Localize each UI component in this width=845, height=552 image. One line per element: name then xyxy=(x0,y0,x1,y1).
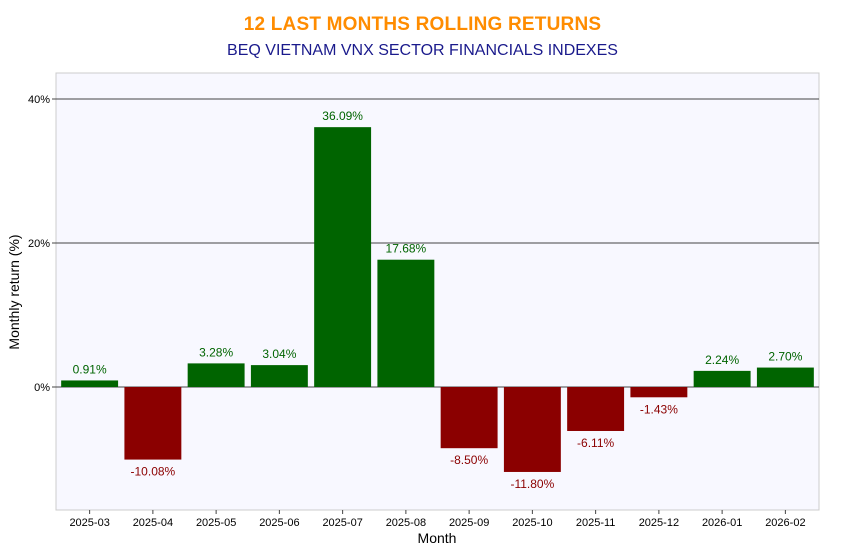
bar-2025-08 xyxy=(377,259,435,387)
bar-2025-04 xyxy=(124,387,182,460)
data-label: -10.08% xyxy=(131,465,176,479)
data-label: 3.28% xyxy=(199,345,233,359)
x-tick-label: 2025-04 xyxy=(133,517,173,529)
data-label: 36.09% xyxy=(322,109,363,123)
x-tick-label: 2025-12 xyxy=(639,517,679,529)
gridlines xyxy=(56,98,819,388)
plot-area xyxy=(55,72,820,511)
x-axis-ticks: 2025-03 2025-04 2025-05 2025-06 2025-07 2025-… xyxy=(69,510,806,529)
y-axis-ticks: 0% 20% 40% xyxy=(28,94,56,394)
data-label: 0.91% xyxy=(73,362,107,376)
data-label: 2.24% xyxy=(705,353,739,367)
x-tick-label: 2025-08 xyxy=(386,517,426,529)
data-label: 2.70% xyxy=(768,350,802,364)
value-labels: 0.91% -10.08% 3.28% 3.04% 36.09% 17.68% -8.50%… xyxy=(73,109,803,491)
x-tick-label: 2025-07 xyxy=(322,517,362,529)
bar-2025-06 xyxy=(250,365,308,387)
x-axis-label: Month xyxy=(418,530,457,546)
bar-2025-10 xyxy=(503,387,561,472)
data-label: 3.04% xyxy=(262,347,296,361)
x-tick-label: 2026-01 xyxy=(702,517,742,529)
x-tick-label: 2025-03 xyxy=(69,517,109,529)
x-tick-label: 2026-02 xyxy=(765,517,805,529)
x-tick-label: 2025-05 xyxy=(196,517,236,529)
data-label: -8.50% xyxy=(450,453,488,467)
chart-title: 12 LAST MONTHS ROLLING RETURNS xyxy=(243,14,602,35)
bar-2025-11 xyxy=(567,387,625,431)
bar-2025-12 xyxy=(630,387,688,398)
bar-2026-02 xyxy=(756,367,814,387)
x-tick-label: 2025-11 xyxy=(576,517,616,529)
y-tick-label: 0% xyxy=(34,382,50,394)
bar-2025-05 xyxy=(187,363,245,387)
x-tick-label: 2025-10 xyxy=(512,517,552,529)
y-tick-label: 40% xyxy=(28,94,50,106)
x-tick-label: 2025-06 xyxy=(259,517,299,529)
bar-2025-07 xyxy=(314,127,372,387)
data-label: -11.80% xyxy=(510,477,554,491)
y-tick-label: 20% xyxy=(28,238,50,250)
bar-2025-09 xyxy=(440,387,498,449)
data-label: -1.43% xyxy=(640,402,678,416)
bar-2025-03 xyxy=(61,380,119,387)
data-label: 17.68% xyxy=(386,242,427,256)
chart-subtitle: BEQ VIETNAM VNX SECTOR FINANCIALS INDEXE… xyxy=(227,42,618,59)
bars xyxy=(61,127,814,472)
y-axis-label: Monthly return (%) xyxy=(6,234,22,349)
data-label: -6.11% xyxy=(577,436,614,450)
x-tick-label: 2025-09 xyxy=(449,517,489,529)
bar-2026-01 xyxy=(693,370,751,387)
